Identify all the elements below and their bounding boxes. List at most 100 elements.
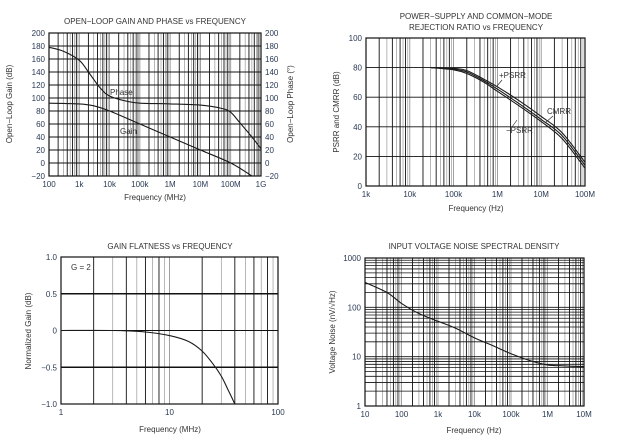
y-tick-label-right: 200 bbox=[265, 29, 279, 38]
y-tick-label-right: 120 bbox=[265, 81, 279, 90]
series-line-phase bbox=[48, 46, 262, 150]
x-axis-label: Frequency (Hz) bbox=[448, 204, 503, 213]
x-tick-label: 1k bbox=[75, 180, 84, 189]
legend-plus-psrr: +PSRR bbox=[499, 71, 526, 80]
series-line-gain bbox=[48, 102, 253, 177]
x-tick-label: 10k bbox=[103, 180, 117, 189]
x-axis-label: Frequency (MHz) bbox=[124, 193, 186, 202]
y-axis-label: Voltage Noise (nV/√Hz) bbox=[328, 290, 337, 373]
y-tick-label: −0.5 bbox=[41, 363, 57, 372]
x-tick-label: 100M bbox=[575, 190, 595, 199]
y-tick-label: 140 bbox=[32, 68, 46, 77]
y-axis-label-right: Open−Loop Phase (°) bbox=[286, 65, 295, 143]
leader-plus-psrr bbox=[496, 79, 503, 87]
x-tick-label: 1M bbox=[542, 410, 553, 419]
series-line--psrr bbox=[430, 67, 586, 169]
annotation-phase: Phase bbox=[110, 88, 133, 97]
series-line--psrr bbox=[430, 67, 586, 163]
series-line-g-2 bbox=[60, 329, 236, 405]
x-axis-label: Frequency (Hz) bbox=[446, 426, 501, 435]
y-tick-label: 80 bbox=[36, 107, 45, 116]
y-tick-label: 100 bbox=[349, 34, 363, 43]
chart-voltage-noise: INPUT VOLTAGE NOISE SPECTRAL DENSITY 10 1… bbox=[328, 242, 592, 435]
y-tick-label: 0 bbox=[358, 182, 363, 191]
y-tick-label-right: 100 bbox=[265, 94, 279, 103]
y-tick-label: 1000 bbox=[343, 254, 361, 263]
y-tick-label-right: 20 bbox=[265, 146, 274, 155]
y-tick-label-right: 60 bbox=[265, 120, 274, 129]
leader-cmrr bbox=[544, 115, 554, 124]
y-tick-label: 120 bbox=[32, 81, 46, 90]
plot-frame bbox=[364, 257, 585, 407]
plot-frame bbox=[48, 32, 262, 177]
x-tick-label: 100 bbox=[42, 180, 56, 189]
y-tick-label: 0.5 bbox=[46, 290, 58, 299]
y-tick-label: 60 bbox=[36, 120, 45, 129]
series-line-cmrr bbox=[430, 67, 586, 166]
y-axis-label: Normalized Gain (dB) bbox=[24, 292, 33, 369]
y-tick-label: 40 bbox=[353, 123, 362, 132]
y-tick-label: 160 bbox=[32, 55, 46, 64]
x-tick-label: 10M bbox=[533, 190, 549, 199]
y-tick-label: 200 bbox=[32, 29, 46, 38]
leader-minus-psrr bbox=[511, 119, 518, 128]
x-tick-label: 100 bbox=[271, 408, 285, 417]
x-tick-label: 100k bbox=[445, 190, 463, 199]
plot-frame bbox=[365, 37, 586, 187]
chart-gain-flatness: GAIN FLATNESS vs FREQUENCY 1 10 100 −1.0 −0.… bbox=[24, 242, 285, 434]
y-tick-label-right: 140 bbox=[265, 68, 279, 77]
y-tick-label: −1.0 bbox=[41, 400, 57, 409]
x-tick-label: 100k bbox=[502, 410, 520, 419]
chart-title: GAIN FLATNESS vs FREQUENCY bbox=[107, 242, 233, 251]
chart-title: OPEN−LOOP GAIN AND PHASE vs FREQUENCY bbox=[64, 17, 247, 26]
legend-cmrr: CMRR bbox=[547, 107, 571, 116]
x-tick-label: 10 bbox=[361, 410, 370, 419]
x-tick-label: 10M bbox=[193, 180, 209, 189]
annotation-gain: Gain bbox=[120, 127, 137, 136]
y-tick-label-right: 0 bbox=[265, 159, 270, 168]
chart-subtitle: REJECTION RATIO vs FREQUENCY bbox=[409, 23, 544, 32]
y-tick-label: 100 bbox=[32, 94, 46, 103]
y-tick-label: 1.0 bbox=[46, 253, 58, 262]
x-tick-label: 100k bbox=[131, 180, 149, 189]
y-tick-label: 180 bbox=[32, 42, 46, 51]
x-tick-label: 1M bbox=[165, 180, 176, 189]
y-tick-label: 20 bbox=[353, 152, 362, 161]
x-tick-label: 1G bbox=[256, 180, 267, 189]
x-axis-label: Frequency (MHz) bbox=[139, 425, 201, 434]
x-tick-label: 100M bbox=[221, 180, 241, 189]
y-tick-label: −20 bbox=[31, 172, 45, 181]
x-tick-label: 10k bbox=[468, 410, 482, 419]
y-tick-label: 100 bbox=[348, 303, 362, 312]
y-tick-label-right: 180 bbox=[265, 42, 279, 51]
x-tick-label: 10M bbox=[576, 410, 592, 419]
y-tick-label: 80 bbox=[353, 64, 362, 73]
x-tick-label: 1 bbox=[59, 408, 64, 417]
x-tick-label: 10 bbox=[165, 408, 174, 417]
x-tick-label: 1k bbox=[434, 410, 443, 419]
y-tick-label-right: 40 bbox=[265, 133, 274, 142]
y-tick-label: 0 bbox=[53, 327, 58, 336]
chart-open-loop-gain-phase: OPEN−LOOP GAIN AND PHASE vs FREQUENCY 10… bbox=[5, 17, 295, 202]
y-tick-label: 40 bbox=[36, 133, 45, 142]
y-tick-label: 60 bbox=[353, 93, 362, 102]
y-tick-label: 0 bbox=[41, 159, 46, 168]
y-axis-label: Open−Loop Gain (dB) bbox=[5, 64, 14, 143]
chart-title: POWER−SUPPLY AND COMMON−MODE bbox=[400, 12, 553, 21]
y-tick-label: 20 bbox=[36, 146, 45, 155]
legend-minus-psrr: −PSRR bbox=[506, 126, 533, 135]
x-tick-label: 1k bbox=[362, 190, 371, 199]
y-tick-label: 10 bbox=[352, 353, 361, 362]
y-tick-label-right: −20 bbox=[265, 172, 279, 181]
x-tick-label: 1M bbox=[492, 190, 503, 199]
y-tick-label-right: 160 bbox=[265, 55, 279, 64]
annotation-gain-setting: G = 2 bbox=[71, 263, 91, 272]
y-tick-label: 1 bbox=[357, 402, 362, 411]
x-tick-label: 100 bbox=[395, 410, 409, 419]
chart-title: INPUT VOLTAGE NOISE SPECTRAL DENSITY bbox=[389, 242, 561, 251]
series-line-voltage-noise bbox=[364, 281, 585, 368]
x-tick-label: 10k bbox=[403, 190, 417, 199]
y-tick-label-right: 80 bbox=[265, 107, 274, 116]
y-axis-label: PSRR and CMRR (dB) bbox=[332, 71, 341, 153]
